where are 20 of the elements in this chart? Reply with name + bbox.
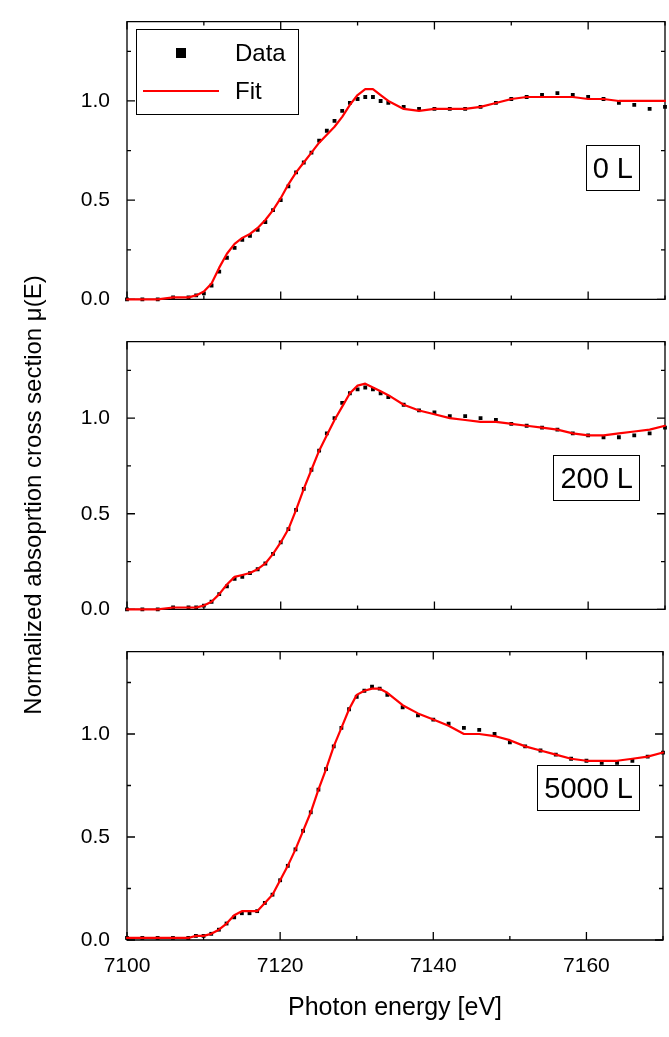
y-tick-label: 0.0 — [80, 596, 110, 620]
annotation: 0 L — [585, 145, 640, 192]
y-tick-label: 0.5 — [80, 500, 110, 524]
x-tick-label: 7120 — [256, 953, 304, 977]
y-tick-label: 1.0 — [80, 404, 110, 428]
y-tick-label: 1.0 — [80, 720, 110, 744]
x-tick-label: 7100 — [103, 953, 151, 977]
y-tick-label: 0.0 — [80, 926, 110, 950]
legend-label: Fit — [235, 77, 262, 105]
y-tick-label: 0.5 — [80, 186, 110, 210]
y-tick-label: 0.5 — [80, 823, 110, 847]
legend-label: Data — [235, 39, 286, 67]
y-tick-label: 1.0 — [80, 87, 110, 111]
x-axis-title: Photon energy [eV] — [287, 991, 503, 1020]
annotation: 200 L — [553, 455, 640, 502]
x-tick-label: 7140 — [409, 953, 457, 977]
x-tick-label: 7160 — [563, 953, 610, 977]
y-axis-title: Normalized absoprtion cross section μ(E) — [18, 274, 47, 717]
y-tick-label: 0.0 — [80, 286, 110, 310]
annotation: 5000 L — [537, 765, 640, 812]
